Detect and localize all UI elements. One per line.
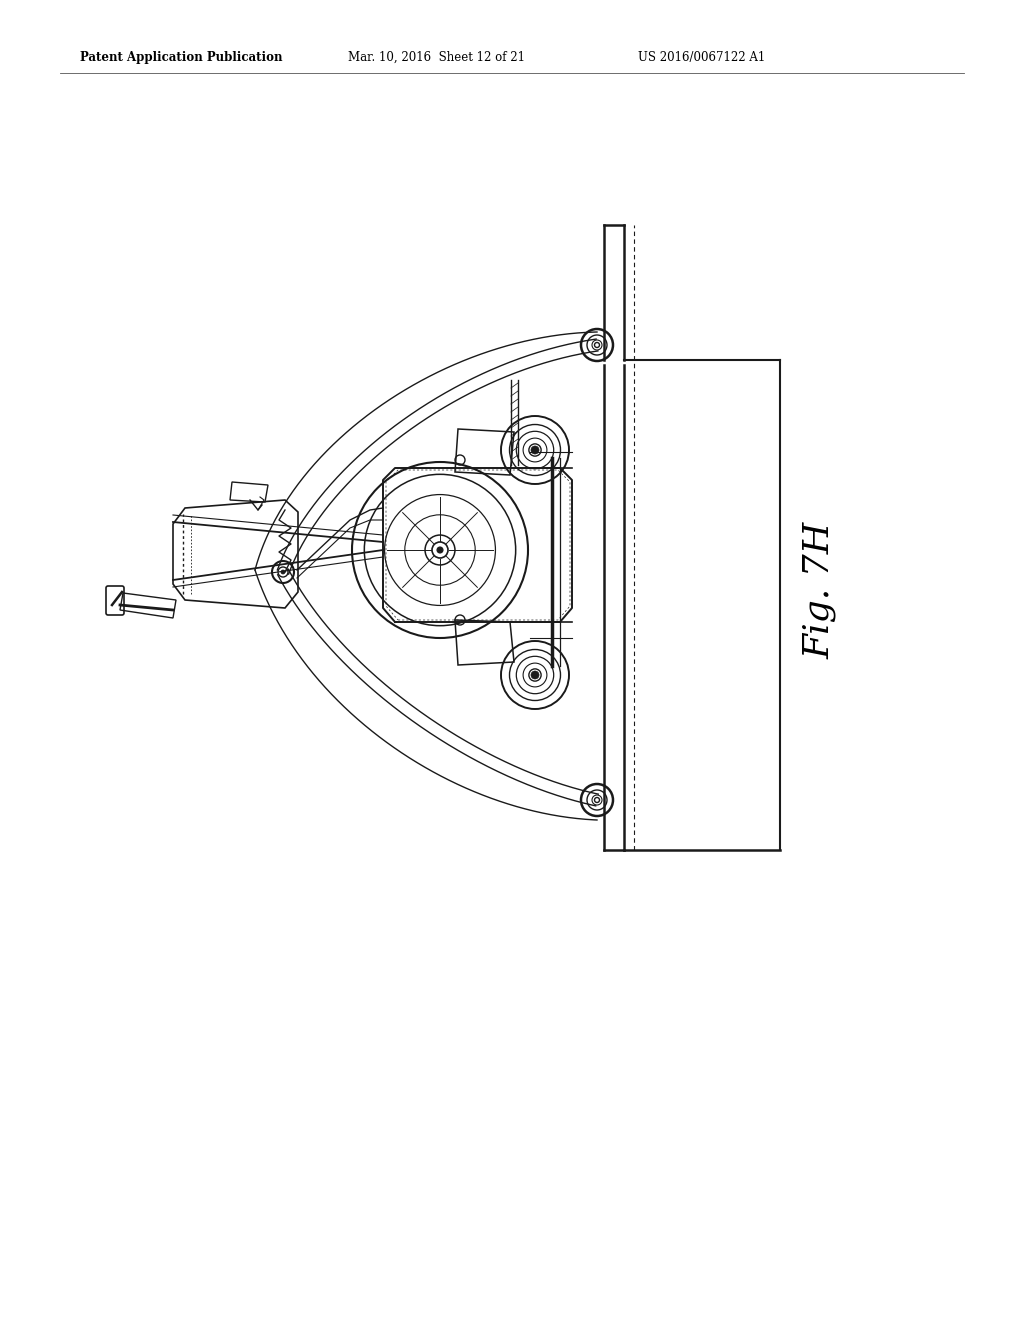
Circle shape	[531, 446, 539, 454]
Circle shape	[281, 570, 285, 574]
Text: US 2016/0067122 A1: US 2016/0067122 A1	[638, 50, 765, 63]
Text: Fig. 7H: Fig. 7H	[803, 521, 837, 659]
Text: Mar. 10, 2016  Sheet 12 of 21: Mar. 10, 2016 Sheet 12 of 21	[348, 50, 525, 63]
Circle shape	[437, 546, 443, 553]
Circle shape	[531, 671, 539, 678]
Text: Patent Application Publication: Patent Application Publication	[80, 50, 283, 63]
